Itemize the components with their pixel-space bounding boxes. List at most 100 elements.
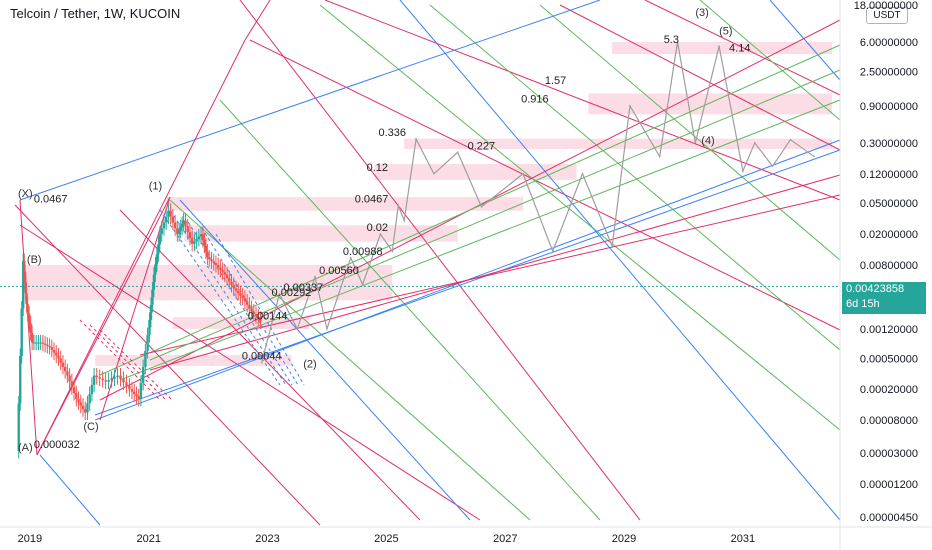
annotation-14: 1.57 (545, 75, 566, 87)
candle-body (171, 216, 175, 223)
candle-body (55, 352, 58, 356)
wave-label-0: (X) (18, 188, 33, 200)
candle-body (50, 347, 53, 350)
candle-body (37, 342, 40, 344)
y-tick-14: 0.00001200 (860, 479, 918, 491)
candle-body (104, 380, 107, 382)
candle-body (158, 234, 162, 245)
annotation-7: 0.00988 (343, 246, 383, 258)
candle-body (241, 295, 244, 299)
chart-labels: (X) (B) (A) (C) (1) (2) (3) (4) (5) 0.0467 0.00003… (18, 7, 750, 454)
projection-point-22 (694, 142, 697, 144)
pitchfork-lines (0, 0, 841, 526)
pitchfork-line-6 (239, 0, 641, 521)
candle-body (77, 398, 80, 403)
y-tick-5: 0.12000000 (860, 169, 918, 181)
pitchfork-line-3 (644, 0, 841, 96)
projection-point-24 (742, 170, 744, 172)
projection-point-15 (522, 172, 524, 175)
x-tick-0: 2019 (18, 533, 42, 545)
candle-body (133, 391, 136, 395)
projection-point-3 (314, 276, 316, 278)
annotation-15: 5.3 (664, 34, 679, 46)
candle-body (29, 323, 32, 333)
candle-body (197, 236, 201, 239)
pitchfork-line-18 (19, 0, 601, 201)
projection-point-4 (326, 328, 328, 330)
annotation-5: 0.00337 (283, 282, 323, 294)
band-4 (166, 197, 524, 211)
candle-body (146, 335, 149, 351)
projection-point-19 (629, 105, 631, 107)
candle-body (259, 318, 262, 322)
pitchfork-line-10 (429, 4, 841, 351)
candle-body (228, 278, 231, 282)
wave-label-8: (5) (719, 25, 732, 37)
candle-body (95, 375, 98, 378)
candle-body (23, 271, 27, 283)
candle-body (208, 257, 211, 260)
projection-point-20 (658, 155, 661, 158)
candle-body (221, 269, 224, 273)
candle-body (70, 381, 74, 388)
pitchfork-line-14 (399, 0, 841, 521)
y-tick-9: 0.00120000 (860, 324, 918, 336)
x-tick-2: 2023 (255, 533, 279, 545)
candle-body (201, 234, 205, 240)
pitchfork-line-23 (119, 99, 841, 381)
candle-body (86, 403, 89, 413)
candle-body (101, 378, 104, 381)
dashed-red-2 (99, 329, 173, 401)
candlesticks (17, 203, 262, 459)
candle-body (148, 319, 151, 336)
y-tick-8: 0.00800000 (860, 260, 918, 272)
candle-body (193, 241, 196, 244)
candle-body (92, 375, 96, 385)
annotation-11: 0.336 (378, 127, 406, 139)
candle-body (152, 274, 156, 290)
y-tick-3: 0.90000000 (860, 101, 918, 113)
band-0 (612, 42, 832, 55)
candle-body (75, 393, 78, 399)
candle-body (188, 232, 192, 238)
candle-body (149, 304, 153, 320)
annotation-9: 0.0467 (355, 194, 389, 206)
candle-body (46, 344, 49, 346)
candle-body (164, 216, 168, 223)
candle-body (250, 308, 253, 312)
projection-point-18 (611, 245, 613, 247)
currency-badge[interactable]: USDT (866, 7, 908, 24)
projection-point-12 (433, 172, 435, 175)
pitchfork-line-8 (219, 99, 601, 521)
candle-body (61, 362, 65, 367)
y-tick-7: 0.02000000 (860, 229, 918, 241)
candle-body (135, 394, 138, 397)
candle-body (130, 389, 134, 392)
band-7 (172, 317, 310, 329)
candle-body (177, 230, 181, 235)
dashed-channel-4 (215, 233, 305, 386)
annotation-8: 0.02 (367, 222, 388, 234)
annotation-6: 0.00560 (319, 265, 359, 277)
candle-body (252, 311, 256, 315)
candle-body (137, 396, 140, 399)
annotation-0: 0.0467 (34, 194, 68, 206)
candle-body (248, 304, 251, 309)
candle-body (79, 402, 82, 406)
candle-body (81, 405, 85, 410)
pitchfork-line-11 (539, 4, 841, 261)
projection-point-9 (397, 204, 400, 207)
candle-body (232, 284, 235, 289)
candle-body (239, 293, 242, 296)
projection-point-16 (551, 250, 554, 253)
y-tick-6: 0.05000000 (860, 198, 918, 210)
x-tick-6: 2031 (731, 533, 755, 545)
annotation-12: 0.227 (468, 140, 496, 152)
candle-body (154, 264, 157, 275)
pitchfork-line-26 (149, 174, 841, 371)
candle-body (19, 355, 22, 404)
candle-body (41, 342, 45, 344)
candle-body (119, 375, 122, 379)
wave-label-2: (A) (18, 442, 33, 454)
